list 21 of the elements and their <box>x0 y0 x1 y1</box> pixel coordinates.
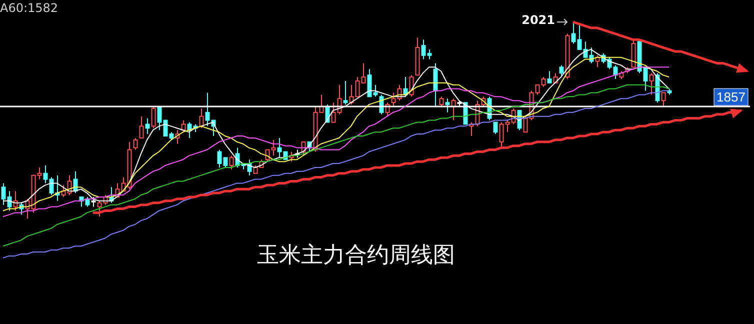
candlestick <box>151 106 156 129</box>
candlestick <box>181 120 186 133</box>
candlestick <box>343 80 348 106</box>
candlestick <box>13 190 18 212</box>
candlestick <box>559 64 564 78</box>
candlestick <box>445 98 450 113</box>
candlestick <box>631 39 636 68</box>
annotation: 1857 <box>716 90 746 105</box>
text: 玉米主力合约周线图 <box>256 242 456 270</box>
candlestick <box>547 70 552 84</box>
text: A60:1582 <box>0 1 58 15</box>
candlestick <box>229 155 234 170</box>
annotation: 2021 <box>520 12 555 27</box>
candlestick <box>649 72 654 96</box>
candlestick <box>139 116 144 138</box>
candlestick <box>433 62 438 108</box>
candlestick <box>145 118 150 135</box>
candlestick <box>661 92 666 108</box>
candlestick <box>439 96 444 108</box>
candlestick <box>133 137 138 150</box>
candlestick <box>493 122 498 135</box>
